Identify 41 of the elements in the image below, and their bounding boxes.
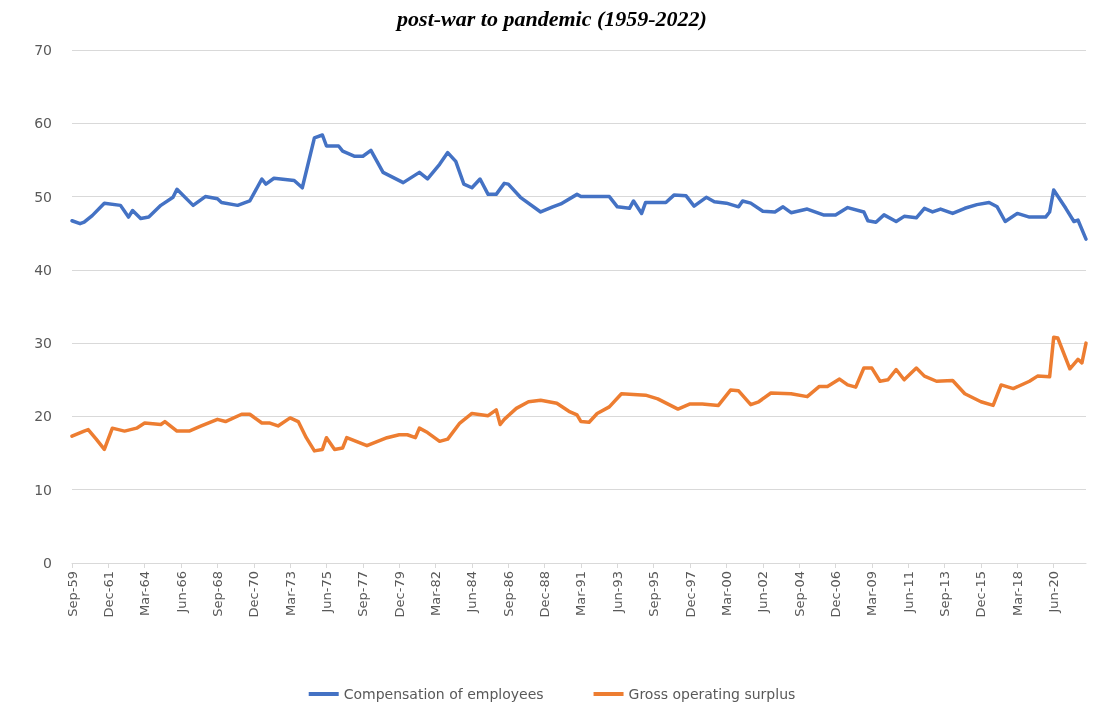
- line-series: [70, 133, 1088, 241]
- x-tick-label: Sep-77: [355, 571, 371, 617]
- x-tick-label: Mar-18: [1009, 571, 1025, 616]
- x-tick-label: Sep-04: [791, 571, 807, 617]
- x-tick-label: Sep-59: [64, 571, 80, 617]
- x-tick-label: Sep-13: [937, 571, 953, 617]
- x-tick-label: Jun-20: [1046, 571, 1062, 614]
- x-tick-label: Mar-00: [718, 571, 734, 616]
- x-tick-label: Dec-97: [682, 571, 698, 618]
- legend-label: Compensation of employees: [343, 686, 544, 702]
- y-tick-label: 70: [34, 42, 52, 58]
- x-tick-label: Dec-15: [973, 571, 989, 618]
- x-tick-label: Dec-70: [246, 571, 262, 618]
- x-tick-label: Mar-82: [428, 571, 444, 616]
- y-tick-label: 30: [34, 335, 52, 352]
- y-tick-label: 20: [34, 408, 52, 425]
- x-tick-label: Dec-79: [391, 571, 407, 618]
- x-tick-label: Dec-06: [828, 571, 844, 618]
- x-tick-label: Mar-73: [282, 571, 298, 616]
- x-tick-label: Mar-09: [864, 571, 880, 616]
- chart-title: post-war to pandemic (1959-2022): [395, 5, 707, 31]
- x-tick-label: Mar-64: [137, 571, 153, 616]
- x-tick-label: Sep-68: [209, 571, 225, 617]
- x-tick-label: Jun-84: [464, 571, 480, 614]
- x-tick-label: Sep-95: [646, 571, 662, 617]
- y-tick-label: 0: [43, 555, 52, 571]
- y-tick-label: 40: [34, 261, 52, 278]
- x-tick-label: Jun-66: [173, 571, 189, 614]
- y-tick-label: 10: [34, 481, 52, 498]
- x-tick-label: Jun-02: [755, 571, 771, 614]
- y-tick-label: 60: [34, 115, 52, 132]
- x-tick-label: Jun-75: [318, 571, 334, 614]
- legend-label: Gross operating surplus: [628, 686, 796, 702]
- x-tick-label: Dec-61: [100, 571, 116, 618]
- x-tick-label: Dec-88: [537, 571, 553, 618]
- x-tick-label: Jun-11: [900, 571, 916, 614]
- line-series: [70, 335, 1088, 453]
- x-tick-label: Sep-86: [500, 571, 516, 617]
- x-tick-label: Jun-93: [609, 571, 625, 614]
- y-tick-label: 50: [34, 188, 52, 205]
- x-tick-label: Mar-91: [573, 571, 589, 616]
